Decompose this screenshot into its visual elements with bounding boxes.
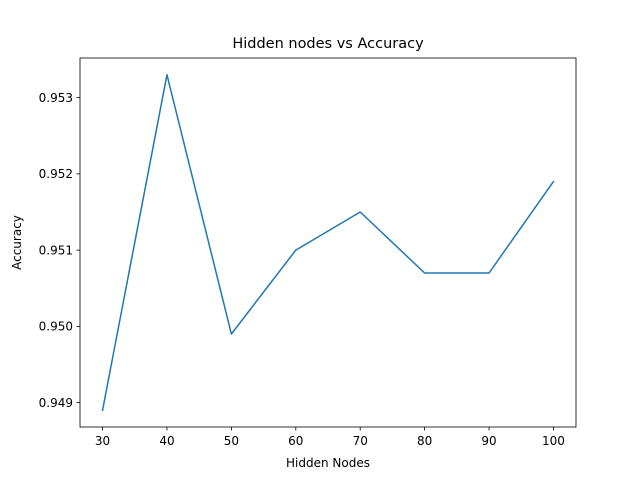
x-tick-label: 40 — [159, 434, 174, 448]
plot-area-frame — [79, 57, 577, 428]
x-tick-label: 50 — [224, 434, 239, 448]
y-tick-label: 0.952 — [39, 167, 73, 181]
x-tick-label: 30 — [95, 434, 110, 448]
x-tick-label: 60 — [288, 434, 303, 448]
x-axis-ticks: 30 40 50 60 70 80 90 100 — [95, 427, 565, 448]
y-tick-label: 0.949 — [39, 396, 73, 410]
y-tick-label: 0.950 — [39, 320, 73, 334]
x-tick-label: 100 — [542, 434, 565, 448]
y-axis-label: Accuracy — [10, 215, 24, 270]
data-points — [102, 74, 554, 411]
y-axis-ticks: 0.949 0.950 0.951 0.952 0.953 — [39, 91, 80, 410]
y-tick-label: 0.953 — [39, 91, 73, 105]
x-tick-label: 80 — [417, 434, 432, 448]
chart-title: Hidden nodes vs Accuracy — [232, 36, 424, 52]
y-tick-label: 0.951 — [39, 243, 73, 257]
series-line-accuracy — [101, 74, 555, 412]
x-tick-label: 70 — [353, 434, 368, 448]
x-axis-label: Hidden Nodes — [286, 456, 370, 470]
x-tick-label: 90 — [481, 434, 496, 448]
